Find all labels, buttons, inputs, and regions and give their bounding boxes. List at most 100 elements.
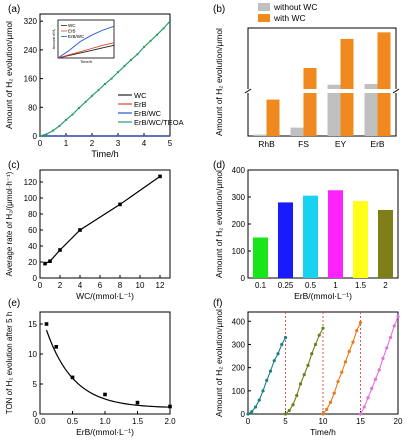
panel-b-legend-swatch xyxy=(258,14,270,22)
panel-c-series-line xyxy=(44,175,161,265)
panel-f-xtick-label: 0 xyxy=(246,417,251,426)
panel-f-point xyxy=(253,405,258,409)
panel-a-inset-series-line xyxy=(57,42,115,59)
panel-a-ytick-label: 240 xyxy=(24,46,38,55)
panel-a-inset-xlabel: Time/h xyxy=(80,59,92,64)
panel-b-xtick-label: RhB xyxy=(258,139,275,149)
panel-d-xtick-label: 0.1 xyxy=(255,281,267,290)
panel-c-xtick-label: 4 xyxy=(78,281,83,290)
panel-d-xtick-label: 2 xyxy=(383,281,388,290)
panel-b-axis-break-mark xyxy=(392,88,400,94)
panel-d-ytick-label: 100 xyxy=(232,247,246,256)
panel-b-bar xyxy=(266,99,280,136)
panel-f-point xyxy=(302,372,306,377)
panel-f-point xyxy=(343,360,348,364)
panel-c-xlabel: WC/(mmol·L⁻¹) xyxy=(76,291,134,301)
panel-d-bar xyxy=(328,190,343,278)
panel-c-xtick-label: 6 xyxy=(98,281,103,290)
panel-f-point xyxy=(328,400,333,405)
panel-f-point xyxy=(257,398,261,402)
panel-a-ytick-label: 80 xyxy=(28,103,37,112)
panel-f-point xyxy=(280,342,284,347)
panel-f-point xyxy=(396,315,400,319)
panel-b-xtick-label: ErB xyxy=(370,139,385,149)
panel-e-point xyxy=(168,404,172,409)
panel-e-fit-curve xyxy=(45,329,171,408)
panel-c-ytick-label: 60 xyxy=(28,226,37,235)
panel-a-ytick-label: 0 xyxy=(33,132,38,141)
panel-b-legend-entry: with WC xyxy=(273,13,306,23)
panel-e-point xyxy=(135,400,140,405)
panel-f-series-line xyxy=(360,316,399,415)
panel-a-xtick-label: 3 xyxy=(116,139,121,148)
panel-d-ytick-label: 0 xyxy=(241,274,246,283)
panel-f-series-line xyxy=(247,337,286,415)
panel-a-ylabel: Amount of H₂ evolution/μmol xyxy=(4,21,14,129)
panel-f-point xyxy=(306,363,310,367)
panel-e-ytick-label: 10 xyxy=(28,350,37,359)
panel-a-inset-legend-entry: ErB xyxy=(68,29,76,34)
panel-f-point xyxy=(321,326,325,330)
panel-a-point xyxy=(39,135,41,137)
panel-f-ytick-label: 400 xyxy=(232,317,246,326)
panel-d-bar xyxy=(303,195,318,278)
panel-b-bar xyxy=(340,38,354,137)
panel-c-ytick-label: 40 xyxy=(28,242,37,251)
panel-f-series-line xyxy=(285,327,324,415)
panel-a-point xyxy=(52,129,54,132)
panel-a-ytick-label: 160 xyxy=(24,75,38,84)
panel-a-point xyxy=(78,107,80,110)
panel-f-point xyxy=(377,368,381,372)
panel-a-point xyxy=(130,58,132,61)
panel-b-plot-frame xyxy=(247,27,397,137)
panel-f-point xyxy=(283,412,288,416)
panel-d-plot-frame xyxy=(247,169,399,279)
panel-e-point xyxy=(70,375,75,380)
panel-a-point xyxy=(71,113,74,116)
panel-f-point xyxy=(310,352,314,356)
panel-e-point xyxy=(44,322,49,326)
panel-c-point xyxy=(78,228,82,232)
panel-a-point xyxy=(162,27,165,30)
panel-a-point xyxy=(123,65,126,68)
panel-d-label: (d) xyxy=(213,160,225,171)
panel-f-point xyxy=(265,378,269,382)
panel-f-series-line xyxy=(322,322,361,415)
panel-f-point xyxy=(355,328,359,333)
panel-d-bar xyxy=(378,209,393,278)
panel-e-xtick-label: 0.0 xyxy=(34,417,46,426)
panel-f-point xyxy=(291,403,295,407)
panel-d-xtick-label: 0.5 xyxy=(305,281,317,290)
panel-a-point xyxy=(84,100,87,103)
panel-b-axis-break-mark xyxy=(244,88,252,94)
panel-a-point xyxy=(58,124,61,127)
panel-f-point xyxy=(347,349,351,354)
panel-f-xtick-label: 15 xyxy=(356,417,365,426)
panel-a-point xyxy=(117,71,119,74)
panel-b-legend-entry: without WC xyxy=(273,2,317,12)
panel-f-ytick-label: 0 xyxy=(241,410,246,419)
panel-c-ytick-label: 120 xyxy=(24,178,38,187)
panel-f-point xyxy=(392,324,396,328)
panel-f-xtick-label: 10 xyxy=(319,417,328,426)
panel-c-ytick-label: 100 xyxy=(24,194,38,203)
panel-a-inset-legend-entry: WC xyxy=(68,23,76,28)
panel-d-bar xyxy=(353,201,368,278)
panel-c-xtick-label: 8 xyxy=(118,281,123,290)
panel-c-xtick-label: 12 xyxy=(156,281,165,290)
panel-d-xtick-label: 1 xyxy=(333,281,338,290)
panel-e-ytick-label: 5 xyxy=(33,380,38,389)
panel-f-point xyxy=(272,359,276,363)
panel-f-point xyxy=(317,333,321,337)
panel-a-xtick-label: 0 xyxy=(38,139,43,148)
panel-a-inset-legend-entry: ErB/WC xyxy=(68,34,85,39)
panel-f-point xyxy=(336,379,340,384)
panel-f-ytick-label: 300 xyxy=(232,340,246,349)
panel-a-legend-entry: ErB/WC/TEOA xyxy=(134,118,184,127)
panel-e-xtick-label: 1.5 xyxy=(132,417,144,426)
panel-e-xtick-label: 2.0 xyxy=(164,417,176,426)
panel-b-xtick-label: FS xyxy=(298,139,309,149)
panel-c-point xyxy=(48,259,52,263)
panel-f-point xyxy=(373,377,378,381)
